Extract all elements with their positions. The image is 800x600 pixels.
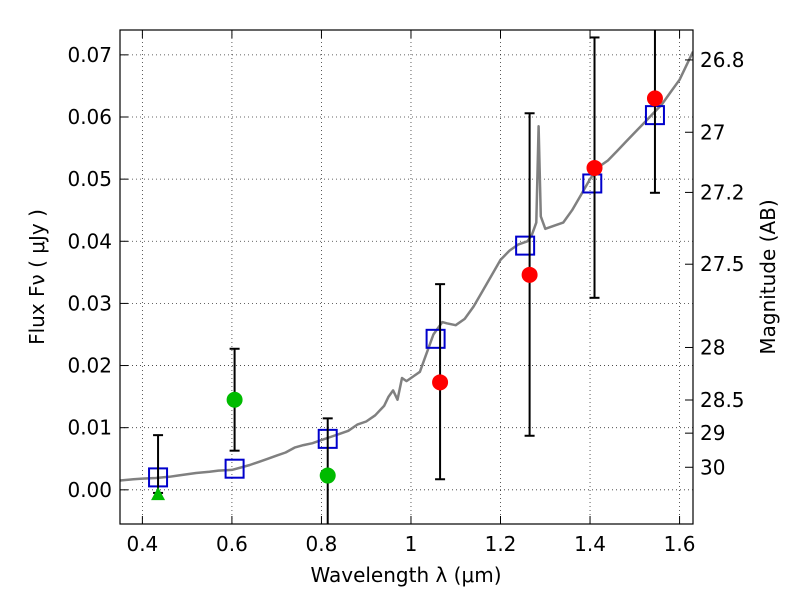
detection-point: [521, 266, 538, 283]
spectrum-line: [120, 51, 693, 482]
right-axis-ticks: 26.8 27 27.2 27.5 28 28.5 29 30: [685, 48, 745, 479]
x-axis-label: Wavelength λ (μm): [310, 563, 501, 587]
y-tick-label: 0.07: [67, 43, 112, 67]
plot-frame: [119, 29, 694, 525]
right-tick-label: 26.8: [700, 48, 745, 72]
plot-content: [120, 30, 693, 524]
upper-limit-marker: [151, 487, 166, 501]
y-tick-label: 0.05: [67, 167, 112, 191]
nondetection-point: [226, 391, 243, 408]
x-tick-label: 0.4: [126, 532, 158, 556]
right-tick-label: 28: [700, 335, 725, 359]
x-tick-label: 0.8: [306, 532, 338, 556]
plot-layer: [120, 30, 693, 524]
detection-point: [586, 159, 603, 176]
y-tick-label: 0.01: [67, 416, 112, 440]
x-tick-label: 1.2: [485, 532, 517, 556]
right-axis-label: Magnitude (AB): [756, 199, 780, 354]
right-tick-label: 27.2: [700, 180, 745, 204]
right-tick-label: 30: [700, 455, 725, 479]
x-tick-label: 1: [405, 532, 418, 556]
x-tick-label: 0.6: [216, 532, 248, 556]
model-photometry-point: [224, 458, 245, 479]
right-tick-label: 28.5: [700, 388, 745, 412]
x-axis-ticks: 0.4 0.6 0.8 1 1.2 1.4 1.6: [126, 30, 695, 556]
y-tick-label: 0.06: [67, 105, 112, 129]
right-tick-label: 27.5: [700, 252, 745, 276]
y-tick-label: 0.02: [67, 354, 112, 378]
model-photometry-point: [425, 328, 446, 349]
right-tick-label: 29: [700, 421, 725, 445]
detection-point: [646, 90, 663, 107]
detection-point: [432, 374, 449, 391]
nondetection-point: [319, 467, 336, 484]
grid-layer: [120, 30, 693, 524]
y-axis-ticks: 0.00 0.01 0.02 0.03 0.04 0.05 0.06 0.07: [67, 43, 128, 502]
y-tick-label: 0.04: [67, 229, 112, 253]
y-tick-label: 0.03: [67, 291, 112, 315]
right-tick-label: 27: [700, 120, 725, 144]
x-tick-label: 1.4: [574, 532, 606, 556]
x-tick-label: 1.6: [664, 532, 696, 556]
model-photometry-point: [515, 235, 536, 256]
y-axis-label: Flux Fν ( μJy ): [25, 209, 49, 345]
y-tick-label: 0.00: [67, 478, 112, 502]
